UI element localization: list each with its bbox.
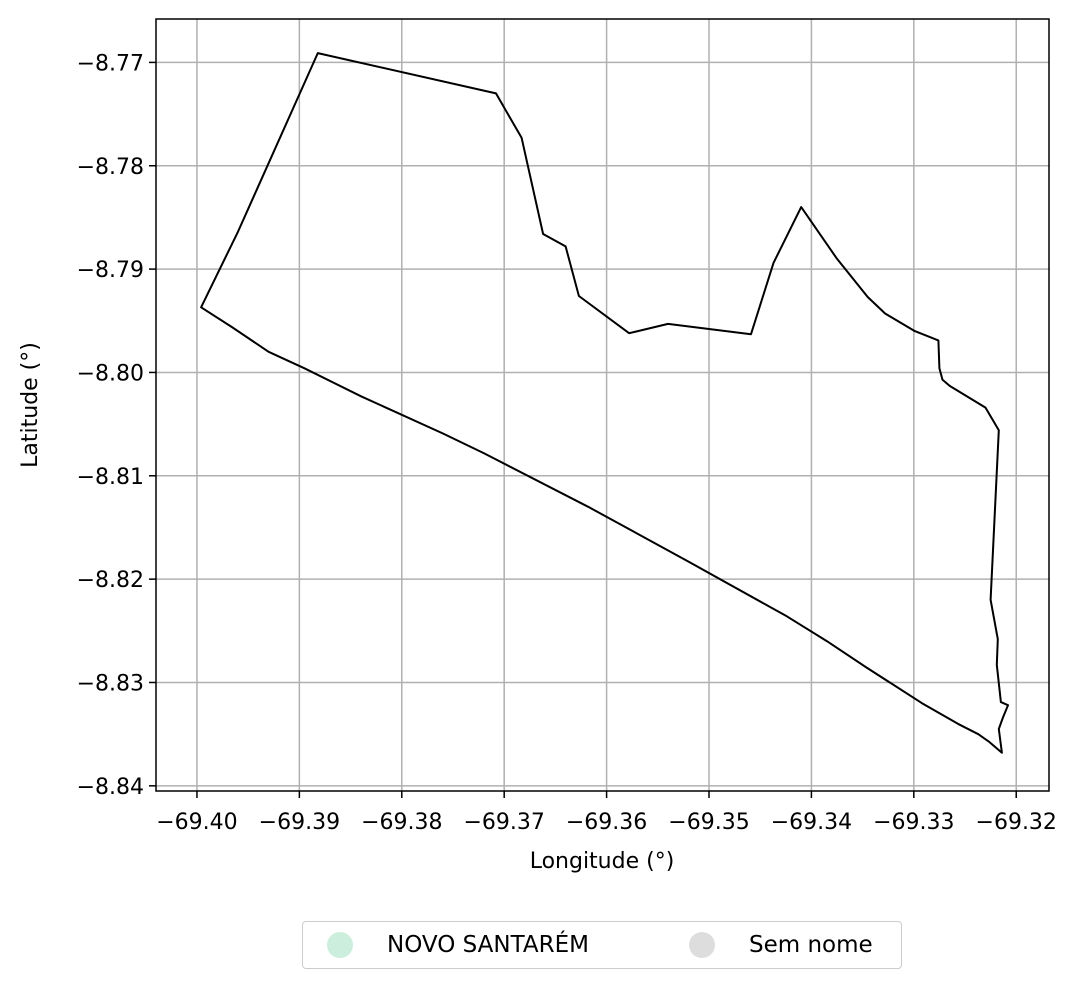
map-plot: −69.40 −69.39 −69.38 −69.37 −69.36 −69.35 −69.…	[18, 18, 1057, 874]
x-tick-label: −69.38	[361, 810, 442, 835]
neighborhood-boundary	[200, 52, 1009, 754]
legend-label: NOVO SANTARÉM	[387, 932, 589, 958]
y-tick-label: −8.83	[77, 671, 144, 696]
x-tick-label: −69.37	[463, 810, 544, 835]
x-tick-label: −69.34	[771, 810, 852, 835]
y-tick-label: −8.80	[77, 361, 144, 386]
legend-marker-icon	[689, 932, 715, 958]
plot-frame	[155, 18, 1050, 792]
y-tick-label: −8.81	[77, 465, 144, 490]
legend-label: Sem nome	[749, 932, 873, 958]
x-tick-label: −69.33	[873, 810, 954, 835]
x-tick-label: −69.32	[976, 810, 1057, 835]
grid-lines	[156, 19, 1049, 791]
legend-entry-sem-nome: Sem nome	[689, 922, 873, 968]
y-tick-label: −8.84	[77, 775, 144, 800]
x-tick-label: −69.40	[156, 810, 237, 835]
y-tick-label: −8.79	[77, 258, 144, 283]
x-tick-label: −69.39	[259, 810, 340, 835]
legend: NOVO SANTARÉM Sem nome	[302, 921, 902, 969]
y-tick-label: −8.78	[77, 155, 144, 180]
axis-ticks: −69.40 −69.39 −69.38 −69.37 −69.36 −69.35 −69.…	[77, 51, 1057, 835]
y-axis-label: Latitude (°)	[18, 342, 43, 468]
legend-entry-novo-santarem: NOVO SANTARÉM	[327, 922, 589, 968]
x-tick-label: −69.36	[566, 810, 647, 835]
y-tick-label: −8.77	[77, 51, 144, 76]
legend-marker-icon	[327, 932, 353, 958]
x-axis-label: Longitude (°)	[530, 849, 675, 874]
y-tick-label: −8.82	[77, 568, 144, 593]
x-tick-label: −69.35	[668, 810, 749, 835]
